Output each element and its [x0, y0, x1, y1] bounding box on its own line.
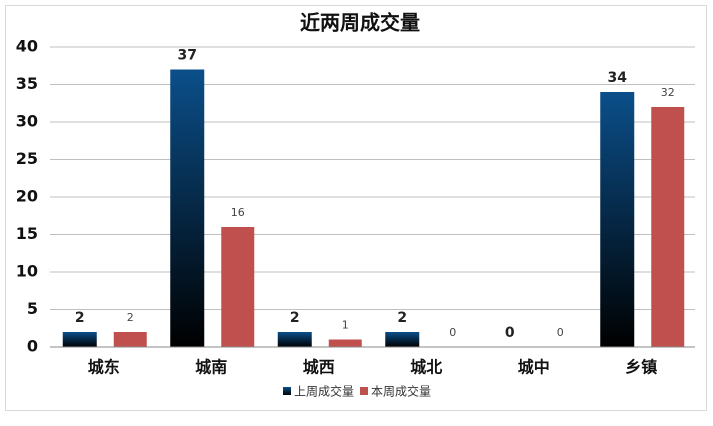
legend-label: 本周成交量	[371, 384, 431, 399]
bar	[277, 332, 312, 347]
data-label: 2	[75, 310, 85, 326]
bar	[62, 332, 97, 347]
bar	[113, 332, 147, 347]
x-tick-label: 城北	[410, 358, 442, 377]
data-label: 2	[127, 311, 134, 324]
x-tick-label: 城南	[195, 358, 227, 377]
y-tick-label: 5	[27, 299, 38, 318]
data-label: 34	[608, 70, 628, 86]
y-tick-label: 20	[16, 187, 38, 206]
data-label: 16	[231, 206, 245, 219]
data-label: 32	[661, 86, 675, 99]
legend-swatch	[283, 387, 291, 395]
x-tick-label: 城中	[518, 358, 550, 377]
y-tick-label: 35	[16, 74, 38, 93]
x-tick-label: 城西	[303, 358, 335, 377]
y-tick-label: 0	[27, 337, 38, 356]
y-tick-label: 30	[16, 112, 38, 131]
bar	[600, 92, 635, 347]
y-tick-label: 15	[16, 224, 38, 243]
data-label: 2	[397, 310, 407, 326]
y-tick-label: 40	[16, 37, 38, 56]
bar	[385, 332, 420, 347]
y-tick-label: 10	[16, 262, 38, 281]
x-tick-label: 乡镇	[625, 358, 657, 377]
data-label: 0	[505, 325, 515, 341]
bar	[328, 339, 362, 347]
bar	[170, 69, 205, 347]
data-label: 0	[449, 326, 456, 339]
bar	[221, 227, 255, 347]
data-label: 2	[290, 310, 300, 326]
bar	[651, 107, 685, 347]
data-label: 37	[178, 48, 197, 64]
x-tick-label: 城东	[88, 358, 120, 377]
y-tick-label: 25	[16, 149, 38, 168]
legend-label: 上周成交量	[294, 384, 354, 399]
data-label: 1	[342, 319, 349, 332]
data-label: 0	[557, 326, 564, 339]
legend-swatch	[360, 387, 369, 395]
chart-title: 近两周成交量	[300, 11, 420, 35]
